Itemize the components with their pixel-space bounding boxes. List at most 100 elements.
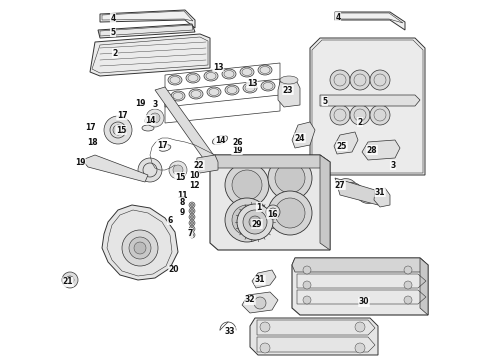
Ellipse shape [212,135,228,145]
Circle shape [266,205,280,219]
Circle shape [189,214,195,220]
Text: 5: 5 [322,96,327,105]
Polygon shape [102,205,178,280]
Text: 4: 4 [335,13,341,22]
Polygon shape [334,132,358,154]
Polygon shape [196,155,218,173]
Text: 33: 33 [225,328,235,337]
Circle shape [303,296,311,304]
Text: 22: 22 [194,161,204,170]
Text: 17: 17 [157,140,167,149]
Text: 5: 5 [110,27,116,36]
Text: 24: 24 [295,134,305,143]
Ellipse shape [168,75,182,85]
Circle shape [330,105,350,125]
Circle shape [62,272,78,288]
Text: 23: 23 [283,86,293,95]
Text: 13: 13 [247,78,257,87]
Text: 1: 1 [256,202,262,212]
Circle shape [129,237,151,259]
Circle shape [254,297,266,309]
Text: 13: 13 [213,63,223,72]
Polygon shape [335,12,405,30]
Circle shape [150,113,160,123]
Circle shape [275,198,305,228]
Text: 27: 27 [335,180,345,189]
Circle shape [191,234,194,237]
Circle shape [232,170,262,200]
Ellipse shape [258,65,272,75]
Ellipse shape [345,183,363,195]
Text: 7: 7 [187,229,193,238]
Text: 26: 26 [233,138,243,147]
Circle shape [404,266,412,274]
Ellipse shape [207,87,221,97]
Polygon shape [210,155,330,250]
Text: 2: 2 [112,49,118,58]
Circle shape [355,343,365,353]
Ellipse shape [204,71,218,81]
Ellipse shape [142,125,154,131]
Circle shape [355,322,365,332]
Polygon shape [320,95,420,106]
Text: 17: 17 [117,111,127,120]
Ellipse shape [159,145,171,151]
Polygon shape [420,258,428,315]
Text: 6: 6 [168,216,172,225]
Polygon shape [155,87,215,161]
Ellipse shape [357,190,375,203]
Circle shape [350,70,370,90]
Circle shape [173,165,183,175]
Circle shape [189,226,195,232]
Circle shape [269,208,277,216]
Circle shape [370,70,390,90]
Ellipse shape [280,76,298,84]
Text: 14: 14 [145,116,155,125]
Text: 28: 28 [367,145,377,154]
Circle shape [104,116,132,144]
Text: 2: 2 [357,117,363,126]
Circle shape [138,158,162,182]
Circle shape [191,210,194,212]
Ellipse shape [145,113,159,123]
Polygon shape [292,122,315,148]
Circle shape [350,105,370,125]
Circle shape [303,281,311,289]
Polygon shape [278,80,300,107]
Circle shape [191,216,194,219]
Polygon shape [100,10,195,28]
Circle shape [404,296,412,304]
Polygon shape [320,155,330,250]
Polygon shape [250,318,378,355]
Polygon shape [90,34,210,76]
Circle shape [189,202,195,208]
Text: 19: 19 [232,145,242,154]
Polygon shape [82,155,148,182]
Ellipse shape [243,83,257,93]
Text: 32: 32 [245,296,255,305]
Polygon shape [292,258,428,315]
Ellipse shape [261,81,275,91]
Ellipse shape [225,85,239,95]
Ellipse shape [222,69,236,79]
Circle shape [189,208,195,214]
Text: 15: 15 [175,172,185,181]
Text: 4: 4 [110,14,116,23]
Circle shape [225,163,269,207]
Text: 9: 9 [179,207,185,216]
Circle shape [191,221,194,225]
Circle shape [370,105,390,125]
Text: 3: 3 [391,161,395,170]
Text: 30: 30 [359,297,369,306]
Circle shape [404,281,412,289]
Text: 11: 11 [177,190,187,199]
Text: 19: 19 [75,158,85,166]
Ellipse shape [339,179,357,192]
Circle shape [225,198,269,242]
Circle shape [122,230,158,266]
Ellipse shape [351,186,368,199]
Polygon shape [252,270,276,288]
Polygon shape [242,292,278,313]
Ellipse shape [186,73,200,83]
Text: 16: 16 [267,210,277,219]
